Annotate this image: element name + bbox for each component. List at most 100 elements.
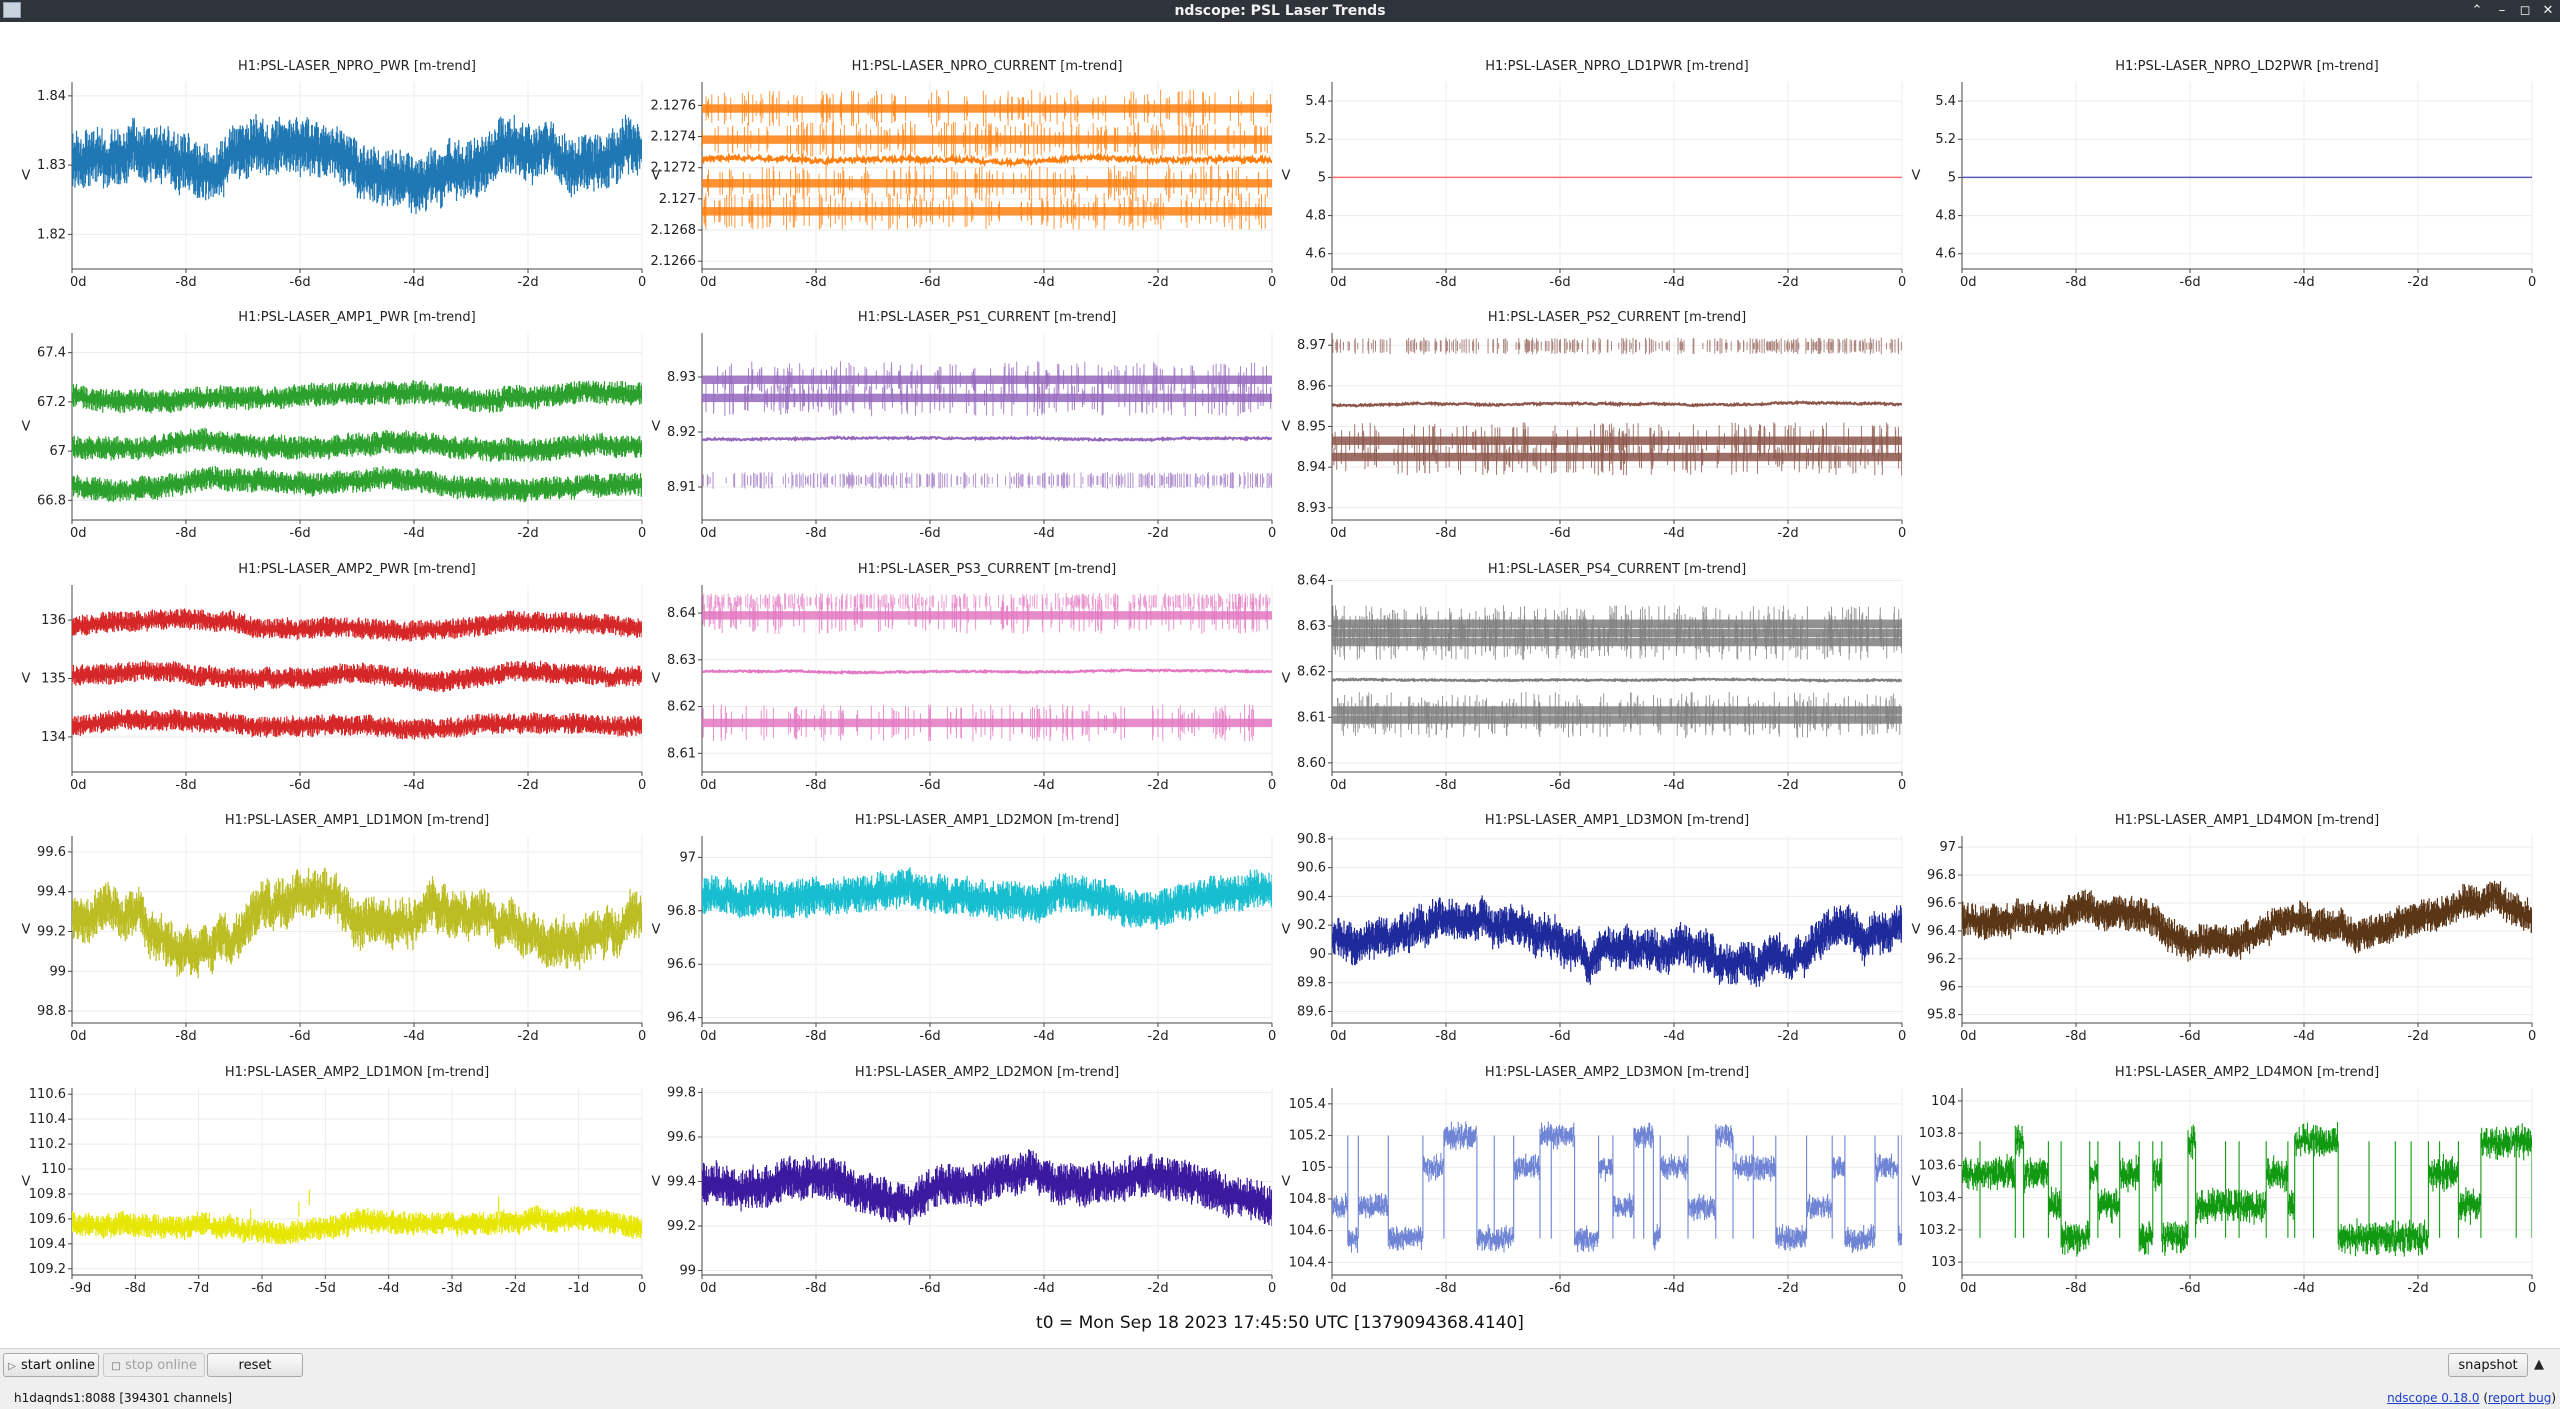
y-tick-label: 110.4 xyxy=(29,1112,66,1127)
shade-window-icon[interactable]: ⌃ xyxy=(2471,3,2483,18)
x-tick-label: -8d xyxy=(805,1281,826,1296)
plot-ps1_current[interactable]: H1:PSL-LASER_PS1_CURRENT [m-trend] 0d -8d -… xyxy=(652,310,1277,541)
x-tick-label: 0 xyxy=(1898,778,1906,793)
plot-amp2_pwr[interactable]: H1:PSL-LASER_AMP2_PWR [m-trend] 0d -8d -6d -… xyxy=(22,562,647,793)
snapshot-button[interactable]: snapshot xyxy=(2448,1353,2528,1377)
y-tick-label: 99.2 xyxy=(37,924,66,939)
plot-amp2_ld1mon[interactable]: H1:PSL-LASER_AMP2_LD1MON [m-trend] -9d -8d… xyxy=(22,1065,647,1296)
trace-group xyxy=(702,593,1272,742)
y-tick-label: 90.6 xyxy=(1297,861,1326,876)
y-tick-label: 1.82 xyxy=(37,227,66,242)
x-tick-label: -4d xyxy=(2293,275,2314,290)
plot-amp2_ld4mon[interactable]: H1:PSL-LASER_AMP2_LD4MON [m-trend] 0d -8d -… xyxy=(1912,1065,2537,1296)
stop-online-button[interactable]: □ stop online xyxy=(103,1353,205,1377)
x-tick-label: -4d xyxy=(403,275,424,290)
trace-flicker xyxy=(1334,623,1902,661)
plot-npro_pwr[interactable]: H1:PSL-LASER_NPRO_PWR [m-trend] 0d -8d -6d -… xyxy=(22,59,647,290)
y-tick-label: 89.6 xyxy=(1297,1004,1326,1019)
y-tick-label: 8.62 xyxy=(1297,665,1326,680)
x-tick-label: -4d xyxy=(2293,1281,2314,1296)
plot-amp1_pwr[interactable]: H1:PSL-LASER_AMP1_PWR [m-trend] 0d -8d -6d -… xyxy=(22,310,647,541)
y-tick-label: 8.93 xyxy=(1297,501,1326,516)
plot-amp1_ld3mon[interactable]: H1:PSL-LASER_AMP1_LD3MON [m-trend] 0d -8d -… xyxy=(1282,813,1907,1044)
y-tick-label: 96.4 xyxy=(1927,924,1956,939)
trace-band xyxy=(702,207,1272,216)
x-tick-label: -2d xyxy=(1777,1281,1798,1296)
x-tick-label: -8d xyxy=(125,1281,146,1296)
trace-group xyxy=(1962,1122,2532,1257)
trace-envelope xyxy=(702,1149,1272,1226)
y-tick-label: 66.8 xyxy=(37,493,66,508)
plot-grid[interactable]: H1:PSL-LASER_NPRO_PWR [m-trend] 0d -8d -6d -… xyxy=(0,22,2560,1312)
plot-title: H1:PSL-LASER_PS4_CURRENT [m-trend] xyxy=(1488,562,1746,577)
x-tick-label: -8d xyxy=(175,1029,196,1044)
y-tick-label: 104.4 xyxy=(1289,1255,1326,1270)
expand-panel-icon[interactable]: ▲ xyxy=(2534,1357,2544,1372)
y-tick-label: 109.2 xyxy=(29,1262,66,1277)
x-tick-label: -8d xyxy=(1435,275,1456,290)
start-online-label: start online xyxy=(20,1358,96,1373)
maximize-window-icon[interactable]: ◻ xyxy=(2519,3,2531,18)
close-paren: ) xyxy=(2551,1391,2556,1405)
x-tick-label: -2d xyxy=(517,778,538,793)
plot-title: H1:PSL-LASER_AMP1_LD2MON [m-trend] xyxy=(855,813,1119,828)
y-tick-label: 103.4 xyxy=(1919,1191,1956,1206)
x-tick-label: -4d xyxy=(1033,1281,1054,1296)
plot-npro_current[interactable]: H1:PSL-LASER_NPRO_CURRENT [m-trend] 0d -8d… xyxy=(651,59,1277,290)
trace-mean xyxy=(1332,399,1902,408)
close-window-icon[interactable]: ✕ xyxy=(2542,3,2554,18)
trace-band xyxy=(1332,706,1902,715)
plot-grid-canvas[interactable]: H1:PSL-LASER_NPRO_PWR [m-trend] 0d -8d -6d -… xyxy=(0,22,2560,1312)
x-tick-label: 0d xyxy=(1330,778,1347,793)
plot-ps2_current[interactable]: H1:PSL-LASER_PS2_CURRENT [m-trend] 0d -8d -… xyxy=(1282,310,1907,541)
plot-amp1_ld2mon[interactable]: H1:PSL-LASER_AMP1_LD2MON [m-trend] 0d -8d -… xyxy=(652,813,1277,1044)
start-online-button[interactable]: ▷ start online xyxy=(3,1353,99,1377)
x-tick-label: 0 xyxy=(1898,1281,1906,1296)
y-tick-label: 4.8 xyxy=(1305,209,1326,224)
trace-flicker xyxy=(1332,422,1899,460)
reset-button[interactable]: reset xyxy=(207,1353,303,1377)
x-tick-label: 0d xyxy=(70,1029,87,1044)
y-axis-label: V xyxy=(652,672,661,687)
plot-amp1_ld4mon[interactable]: H1:PSL-LASER_AMP1_LD4MON [m-trend] 0d -8d -… xyxy=(1912,813,2537,1044)
report-bug-link[interactable]: report bug xyxy=(2488,1391,2552,1405)
trace-envelope xyxy=(72,660,642,693)
x-tick-label: 0d xyxy=(1330,526,1347,541)
trace-mean xyxy=(1962,892,2532,949)
x-tick-label: 0d xyxy=(700,1029,717,1044)
trace-flicker xyxy=(705,90,1271,127)
x-tick-label: -4d xyxy=(1033,526,1054,541)
y-tick-label: 109.6 xyxy=(29,1212,66,1227)
trace-flicker xyxy=(717,361,1267,399)
plot-npro_ld1pwr[interactable]: H1:PSL-LASER_NPRO_LD1PWR [m-trend] 0d -8d -… xyxy=(1282,59,1907,290)
trace-band xyxy=(1332,452,1902,462)
plot-ps4_current[interactable]: H1:PSL-LASER_PS4_CURRENT [m-trend] 0d -8d -… xyxy=(1282,562,1907,793)
trace-envelope xyxy=(1332,1121,1902,1254)
y-tick-label: 8.64 xyxy=(1297,573,1326,588)
plot-amp2_ld3mon[interactable]: H1:PSL-LASER_AMP2_LD3MON [m-trend] 0d -8d -… xyxy=(1282,1065,1907,1296)
y-axis-label: V xyxy=(652,169,661,184)
y-axis-label: V xyxy=(22,923,31,938)
x-tick-label: -4d xyxy=(378,1281,399,1296)
trace-group xyxy=(702,361,1272,489)
x-tick-label: 0 xyxy=(638,1281,646,1296)
x-tick-label: -8d xyxy=(805,526,826,541)
x-tick-label: 0 xyxy=(1898,1029,1906,1044)
y-tick-label: 2.1268 xyxy=(651,223,697,238)
y-tick-label: 5 xyxy=(1948,170,1956,185)
y-axis-label: V xyxy=(1912,923,1921,938)
y-tick-label: 5.2 xyxy=(1935,132,1956,147)
plot-ps3_current[interactable]: H1:PSL-LASER_PS3_CURRENT [m-trend] 0d -8d -… xyxy=(652,562,1277,793)
plot-title: H1:PSL-LASER_AMP1_LD1MON [m-trend] xyxy=(225,813,489,828)
minimize-window-icon[interactable]: – xyxy=(2498,3,2506,18)
x-tick-label: -8d xyxy=(1435,1281,1456,1296)
plot-npro_ld2pwr[interactable]: H1:PSL-LASER_NPRO_LD2PWR [m-trend] 0d -8d -… xyxy=(1912,59,2537,290)
version-link[interactable]: ndscope 0.18.0 xyxy=(2387,1391,2480,1405)
x-tick-label: 0 xyxy=(1898,526,1906,541)
plot-amp2_ld2mon[interactable]: H1:PSL-LASER_AMP2_LD2MON [m-trend] 0d -8d -… xyxy=(652,1065,1277,1296)
plot-amp1_ld1mon[interactable]: H1:PSL-LASER_AMP1_LD1MON [m-trend] 0d -8d -… xyxy=(22,813,647,1044)
plot-title: H1:PSL-LASER_NPRO_CURRENT [m-trend] xyxy=(852,59,1123,74)
y-tick-label: 90.2 xyxy=(1297,918,1326,933)
trace-envelope xyxy=(72,114,642,215)
trace-sparse xyxy=(702,593,1271,610)
